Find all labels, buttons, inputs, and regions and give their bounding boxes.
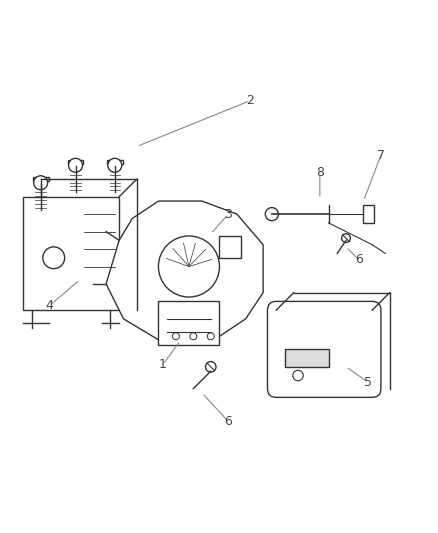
Text: 3: 3 (224, 208, 232, 221)
Polygon shape (67, 159, 83, 164)
Circle shape (108, 158, 121, 172)
Polygon shape (106, 201, 262, 345)
Polygon shape (33, 177, 48, 181)
Circle shape (205, 361, 215, 372)
FancyBboxPatch shape (158, 301, 219, 345)
Circle shape (158, 236, 219, 297)
FancyBboxPatch shape (363, 205, 374, 223)
Circle shape (341, 234, 350, 243)
Text: 8: 8 (315, 166, 323, 179)
Text: 7: 7 (376, 149, 384, 161)
Circle shape (207, 333, 214, 340)
Circle shape (292, 370, 303, 381)
Circle shape (68, 158, 82, 172)
FancyBboxPatch shape (219, 236, 241, 258)
Polygon shape (107, 159, 122, 164)
Text: 4: 4 (45, 299, 53, 312)
Circle shape (265, 208, 278, 221)
Circle shape (34, 176, 47, 190)
Circle shape (189, 333, 196, 340)
Circle shape (43, 247, 64, 269)
FancyBboxPatch shape (23, 197, 119, 310)
Text: 2: 2 (246, 94, 254, 107)
Circle shape (172, 333, 179, 340)
FancyBboxPatch shape (284, 350, 328, 367)
Text: 6: 6 (354, 254, 362, 266)
FancyBboxPatch shape (267, 301, 380, 398)
Text: 1: 1 (159, 358, 166, 371)
Text: 6: 6 (224, 415, 232, 428)
Text: 5: 5 (363, 376, 371, 389)
